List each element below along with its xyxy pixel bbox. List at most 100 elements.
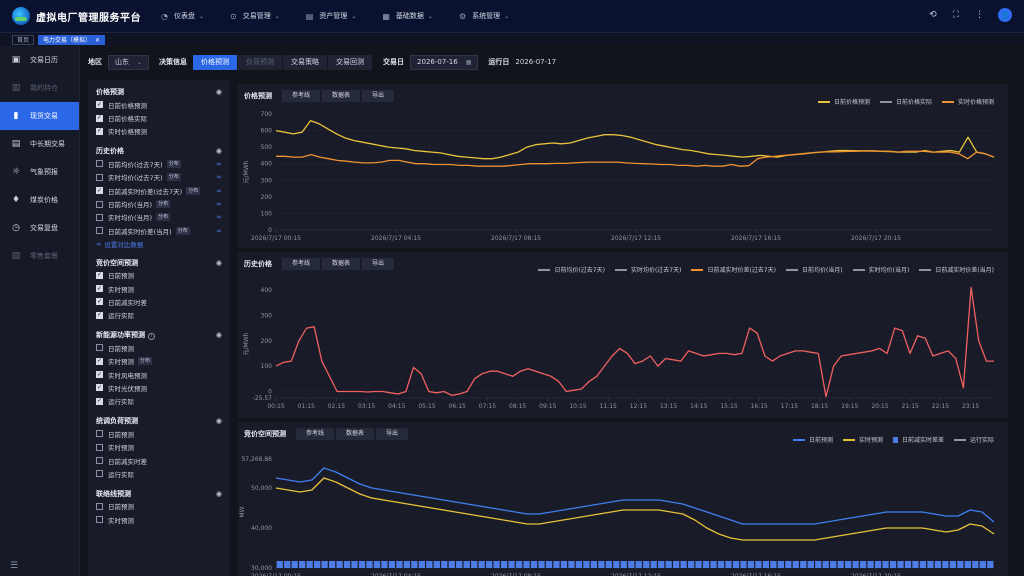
distribution-badge[interactable]: 分布 (156, 213, 171, 222)
data-table-button[interactable]: 数据表 (322, 90, 361, 102)
link-icon[interactable]: ∞ (216, 226, 222, 235)
series-checkbox-row[interactable]: 实时预测 (96, 513, 222, 526)
series-checkbox-row[interactable]: 运行实际 (96, 467, 222, 480)
checkbox-unchecked[interactable] (96, 227, 103, 235)
eye-icon[interactable]: ◉ (215, 147, 222, 156)
export-button[interactable]: 导出 (362, 258, 395, 270)
link-icon[interactable]: ∞ (216, 159, 222, 168)
series-checkbox-row[interactable]: 日前均价(当月) 分布 ∞ (96, 197, 222, 210)
link-icon[interactable]: ∞ (216, 200, 222, 209)
topnav-item-3[interactable]: ▦ 基础数据 ⌄ (382, 11, 433, 21)
eye-icon[interactable]: ◉ (215, 88, 222, 96)
distribution-badge[interactable]: 分布 (156, 200, 171, 209)
sidebar-item-1[interactable]: ▥ 我的持仓 (0, 74, 79, 102)
checkbox-unchecked[interactable] (96, 516, 103, 524)
series-checkbox-row[interactable]: ✓ 实时预测 (96, 282, 222, 295)
trade-day-picker[interactable]: 2026-07-16 ▦ (410, 54, 479, 70)
distribution-badge[interactable]: 分布 (186, 186, 201, 195)
reference-line-button[interactable]: 参考线 (282, 258, 321, 270)
legend-item[interactable]: 实时均价(当月) (852, 265, 909, 274)
topnav-item-2[interactable]: ▤ 资产管理 ⌄ (306, 11, 357, 21)
refresh-icon[interactable]: ⟲ (929, 10, 937, 20)
checkbox-checked[interactable]: ✓ (96, 284, 103, 293)
series-checkbox-row[interactable]: ✓ 日前价格预测 (96, 98, 222, 111)
sidebar-item-0[interactable]: ▣ 交易日历 (0, 46, 79, 74)
series-checkbox-row[interactable]: ✓ 运行实际 (96, 395, 222, 408)
link-icon[interactable]: ∞ (216, 186, 222, 195)
sidebar-item-4[interactable]: ☼ 气象预报 (0, 158, 79, 186)
legend-item[interactable]: 日前价格预测 (817, 97, 870, 106)
checkbox-checked[interactable]: ✓ (96, 100, 103, 109)
distribution-badge[interactable]: 分布 (166, 173, 181, 182)
legend-item[interactable]: 实时预测 (842, 435, 883, 444)
series-checkbox-row[interactable]: 日前减实时价差(当月) 分布 ∞ (96, 224, 222, 237)
decision-tab-3[interactable]: 交易回测 (328, 54, 374, 70)
export-button[interactable]: 导出 (362, 90, 395, 102)
checkbox-checked[interactable]: ✓ (96, 357, 103, 365)
series-checkbox-row[interactable]: ✓ 运行实际 (96, 309, 222, 322)
checkbox-checked[interactable]: ✓ (96, 397, 103, 405)
legend-item[interactable]: 日前均价(过去7天) (538, 265, 605, 274)
checkbox-unchecked[interactable] (96, 443, 103, 451)
sidebar-item-7[interactable]: ▧ 零售套餐 (0, 242, 79, 270)
series-checkbox-row[interactable]: ✓ 实时风电预测 (96, 368, 222, 381)
region-select[interactable]: 山东 ⌄ (108, 54, 150, 70)
more-icon[interactable]: ⋮ (975, 10, 984, 20)
topnav-item-4[interactable]: ⚙ 系统管理 ⌄ (459, 11, 509, 21)
distribution-badge[interactable]: 分布 (138, 357, 153, 366)
series-checkbox-row[interactable]: ✓ 日前预测 (96, 269, 222, 282)
fullscreen-icon[interactable]: ⛶ (952, 10, 959, 20)
series-checkbox-row[interactable]: ✓ 实时预测 分布 (96, 354, 222, 367)
reference-line-button[interactable]: 参考线 (282, 90, 321, 102)
eye-icon[interactable]: ◉ (215, 489, 222, 498)
legend-item[interactable]: 日前价格实际 (879, 97, 932, 106)
checkbox-unchecked[interactable] (96, 160, 103, 168)
avatar[interactable]: 👤 (998, 8, 1012, 22)
distribution-badge[interactable]: 分布 (166, 159, 181, 168)
sidebar-item-2[interactable]: ▮ 现货交易 (0, 102, 79, 130)
legend-item[interactable]: 日前预测 (792, 435, 833, 444)
collapse-menu-icon[interactable]: ☰ (10, 561, 19, 571)
legend-item[interactable]: 实时价格预测 (941, 97, 994, 106)
sidebar-item-3[interactable]: ▤ 中长期交易 (0, 130, 79, 158)
eye-icon[interactable]: ◉ (215, 417, 222, 426)
series-checkbox-row[interactable]: 日前均价(过去7天) 分布 ∞ (96, 157, 222, 170)
checkbox-checked[interactable]: ✓ (96, 271, 103, 279)
checkbox-checked[interactable]: ✓ (96, 311, 103, 319)
series-checkbox-row[interactable]: 日前减实时差 (96, 454, 222, 467)
series-checkbox-row[interactable]: 日前预测 (96, 500, 222, 513)
decision-tab-0[interactable]: 价格预测 (193, 54, 239, 70)
checkbox-unchecked[interactable] (96, 470, 103, 478)
checkbox-checked[interactable]: ✓ (96, 127, 103, 135)
legend-item[interactable]: 日前减实时价差(过去7天) (691, 265, 776, 274)
tab-home[interactable]: 首页 (12, 34, 35, 45)
reference-line-button[interactable]: 参考线 (296, 428, 335, 440)
series-checkbox-row[interactable]: ✓ 实时光伏预测 (96, 381, 222, 394)
legend-item[interactable]: 日前减实时价差(当月) (919, 265, 994, 274)
series-checkbox-row[interactable]: 实时均价(过去7天) 分布 ∞ (96, 171, 222, 184)
export-button[interactable]: 导出 (376, 428, 409, 440)
sidebar-item-6[interactable]: ◷ 交易复盘 (0, 214, 79, 242)
data-table-button[interactable]: 数据表 (322, 258, 361, 270)
decision-tab-2[interactable]: 交易策略 (283, 54, 329, 70)
checkbox-checked[interactable]: ✓ (96, 297, 103, 306)
link-icon[interactable]: ∞ (216, 173, 222, 182)
series-checkbox-row[interactable]: ✓ 实时价格预测 (96, 125, 222, 138)
checkbox-unchecked[interactable] (96, 213, 103, 221)
series-checkbox-row[interactable]: ✓ 日前价格实际 (96, 111, 222, 124)
series-checkbox-row[interactable]: ✓ 日前减实时价差(过去7天) 分布 ∞ (96, 184, 222, 197)
series-checkbox-row[interactable]: 实时均价(当月) 分布 ∞ (96, 211, 222, 224)
checkbox-unchecked[interactable] (96, 200, 103, 208)
distribution-badge[interactable]: 分布 (175, 226, 190, 235)
legend-item[interactable]: 实时均价(过去7天) (614, 265, 681, 274)
legend-item[interactable]: 日前均价(当月) (785, 265, 843, 274)
info-icon[interactable]: i (148, 333, 155, 341)
series-checkbox-row[interactable]: 日前预测 (96, 427, 222, 440)
series-checkbox-row[interactable]: 日前预测 (96, 341, 222, 354)
eye-icon[interactable]: ◉ (215, 331, 222, 340)
checkbox-unchecked[interactable] (96, 502, 103, 510)
checkbox-checked[interactable]: ✓ (96, 383, 103, 392)
checkbox-checked[interactable]: ✓ (96, 370, 103, 379)
eye-icon[interactable]: ◉ (215, 258, 222, 267)
link-icon[interactable]: ∞ (216, 213, 222, 222)
